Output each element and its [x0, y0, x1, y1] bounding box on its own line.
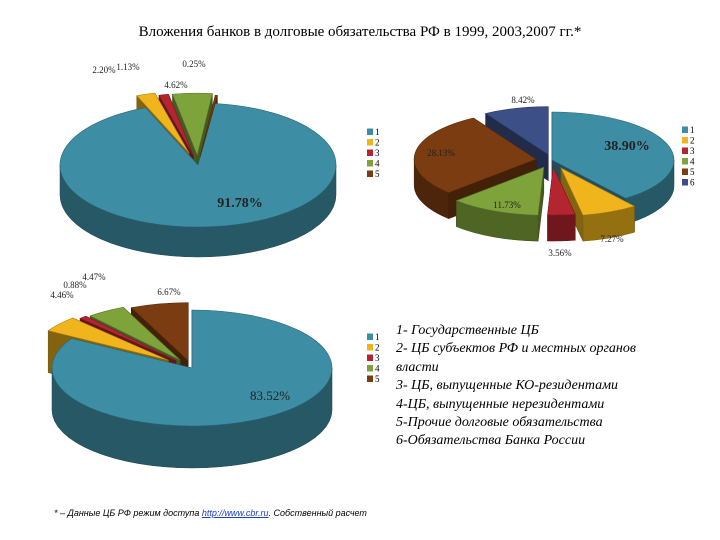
- pie-slice: [551, 111, 675, 199]
- pie-slice: [560, 167, 636, 216]
- legend-swatch: [367, 149, 373, 156]
- legend-entry: 3: [375, 148, 380, 158]
- legend-entry: 5: [375, 374, 380, 384]
- pie-slice: [59, 103, 337, 228]
- legend-swatch: [682, 179, 688, 186]
- data-label: 4.47%: [82, 272, 106, 282]
- pie-slice: [51, 309, 333, 427]
- pie-slice: [136, 92, 190, 154]
- legend-entry: 6: [690, 178, 695, 188]
- legend-swatch: [367, 170, 373, 177]
- data-label: 0.25%: [182, 59, 206, 69]
- legend-entry: 4: [375, 159, 380, 169]
- legend-description: 1- Государственные ЦБ 2- ЦБ субъектов РФ…: [396, 322, 696, 451]
- legend-swatch: [367, 365, 373, 372]
- slide-title: Вложения банков в долговые обязательства…: [138, 24, 582, 40]
- pie-slice: [158, 94, 194, 156]
- footnote-suffix: . Собственный расчет: [268, 508, 367, 518]
- data-label: 8.42%: [511, 95, 535, 105]
- legend-line: 5-Прочие долговые обязательства: [396, 415, 603, 431]
- pie-slice: [47, 317, 169, 361]
- pie-slice: [484, 106, 549, 156]
- pie-slice: [547, 165, 576, 216]
- pie-slice: [455, 166, 545, 216]
- legend-line: 4-ЦБ, выпущенные нерезидентами: [396, 396, 605, 412]
- pie-slice: [172, 92, 213, 157]
- legend-entry: 1: [375, 127, 380, 137]
- legend-entry: 2: [690, 136, 695, 146]
- data-label: 38.90%: [604, 139, 650, 154]
- legend-entry: 2: [375, 343, 380, 353]
- pie-slice-side: [547, 214, 576, 242]
- legend-swatch: [682, 147, 688, 154]
- legend-swatch: [367, 354, 373, 361]
- data-label: 83.52%: [250, 388, 290, 403]
- legend-swatch: [682, 137, 688, 144]
- data-label: 11.73%: [493, 200, 521, 210]
- legend-line: 2- ЦБ субъектов РФ и местных органов: [396, 341, 636, 357]
- data-label: 28.13%: [427, 148, 455, 158]
- legend-swatch: [367, 344, 373, 351]
- legend-entry: 2: [375, 138, 380, 148]
- legend-line: 3- ЦБ, выпущенные КО-резидентами: [396, 378, 619, 394]
- data-label: 91.78%: [217, 196, 263, 211]
- legend-swatch: [367, 128, 373, 135]
- legend-entry: 1: [375, 332, 380, 342]
- data-label: 4.46%: [50, 290, 74, 300]
- data-label: 2.20%: [92, 65, 116, 75]
- legend-line: власти: [396, 359, 439, 375]
- legend-swatch: [682, 168, 688, 175]
- legend-entry: 1: [690, 125, 695, 135]
- legend-swatch: [367, 375, 373, 382]
- legend-entry: 5: [690, 167, 695, 177]
- legend-line: 1- Государственные ЦБ: [396, 323, 539, 338]
- data-label: 6.67%: [157, 287, 181, 297]
- data-label: 3.56%: [548, 248, 572, 258]
- legend-swatch: [682, 126, 688, 133]
- pie-slice: [79, 315, 177, 361]
- legend-swatch: [367, 139, 373, 146]
- legend-entry: 5: [375, 169, 380, 179]
- legend-entry: 4: [375, 364, 380, 374]
- legend-line: 6-Обязательства Банка России: [396, 433, 586, 449]
- pie-slice: [89, 306, 181, 361]
- legend-swatch: [367, 160, 373, 167]
- legend-entry: 3: [690, 146, 695, 156]
- legend-entry: 4: [690, 157, 695, 167]
- legend-swatch: [682, 158, 688, 165]
- data-label: 4.62%: [164, 80, 188, 90]
- data-label: 7.27%: [600, 234, 624, 244]
- pie-slice: [199, 95, 218, 158]
- legend-swatch: [367, 333, 373, 340]
- pie-slice: [413, 117, 537, 194]
- footnote-text: * – Данные ЦБ РФ режим доступа: [54, 508, 202, 518]
- footnote: * – Данные ЦБ РФ режим доступа http://ww…: [54, 508, 367, 518]
- legend-entry: 3: [375, 353, 380, 363]
- footnote-link[interactable]: http://www.cbr.ru: [201, 508, 269, 518]
- data-label: 0.88%: [63, 280, 87, 290]
- data-label: 1.13%: [116, 62, 140, 72]
- pie-slice: [130, 302, 189, 362]
